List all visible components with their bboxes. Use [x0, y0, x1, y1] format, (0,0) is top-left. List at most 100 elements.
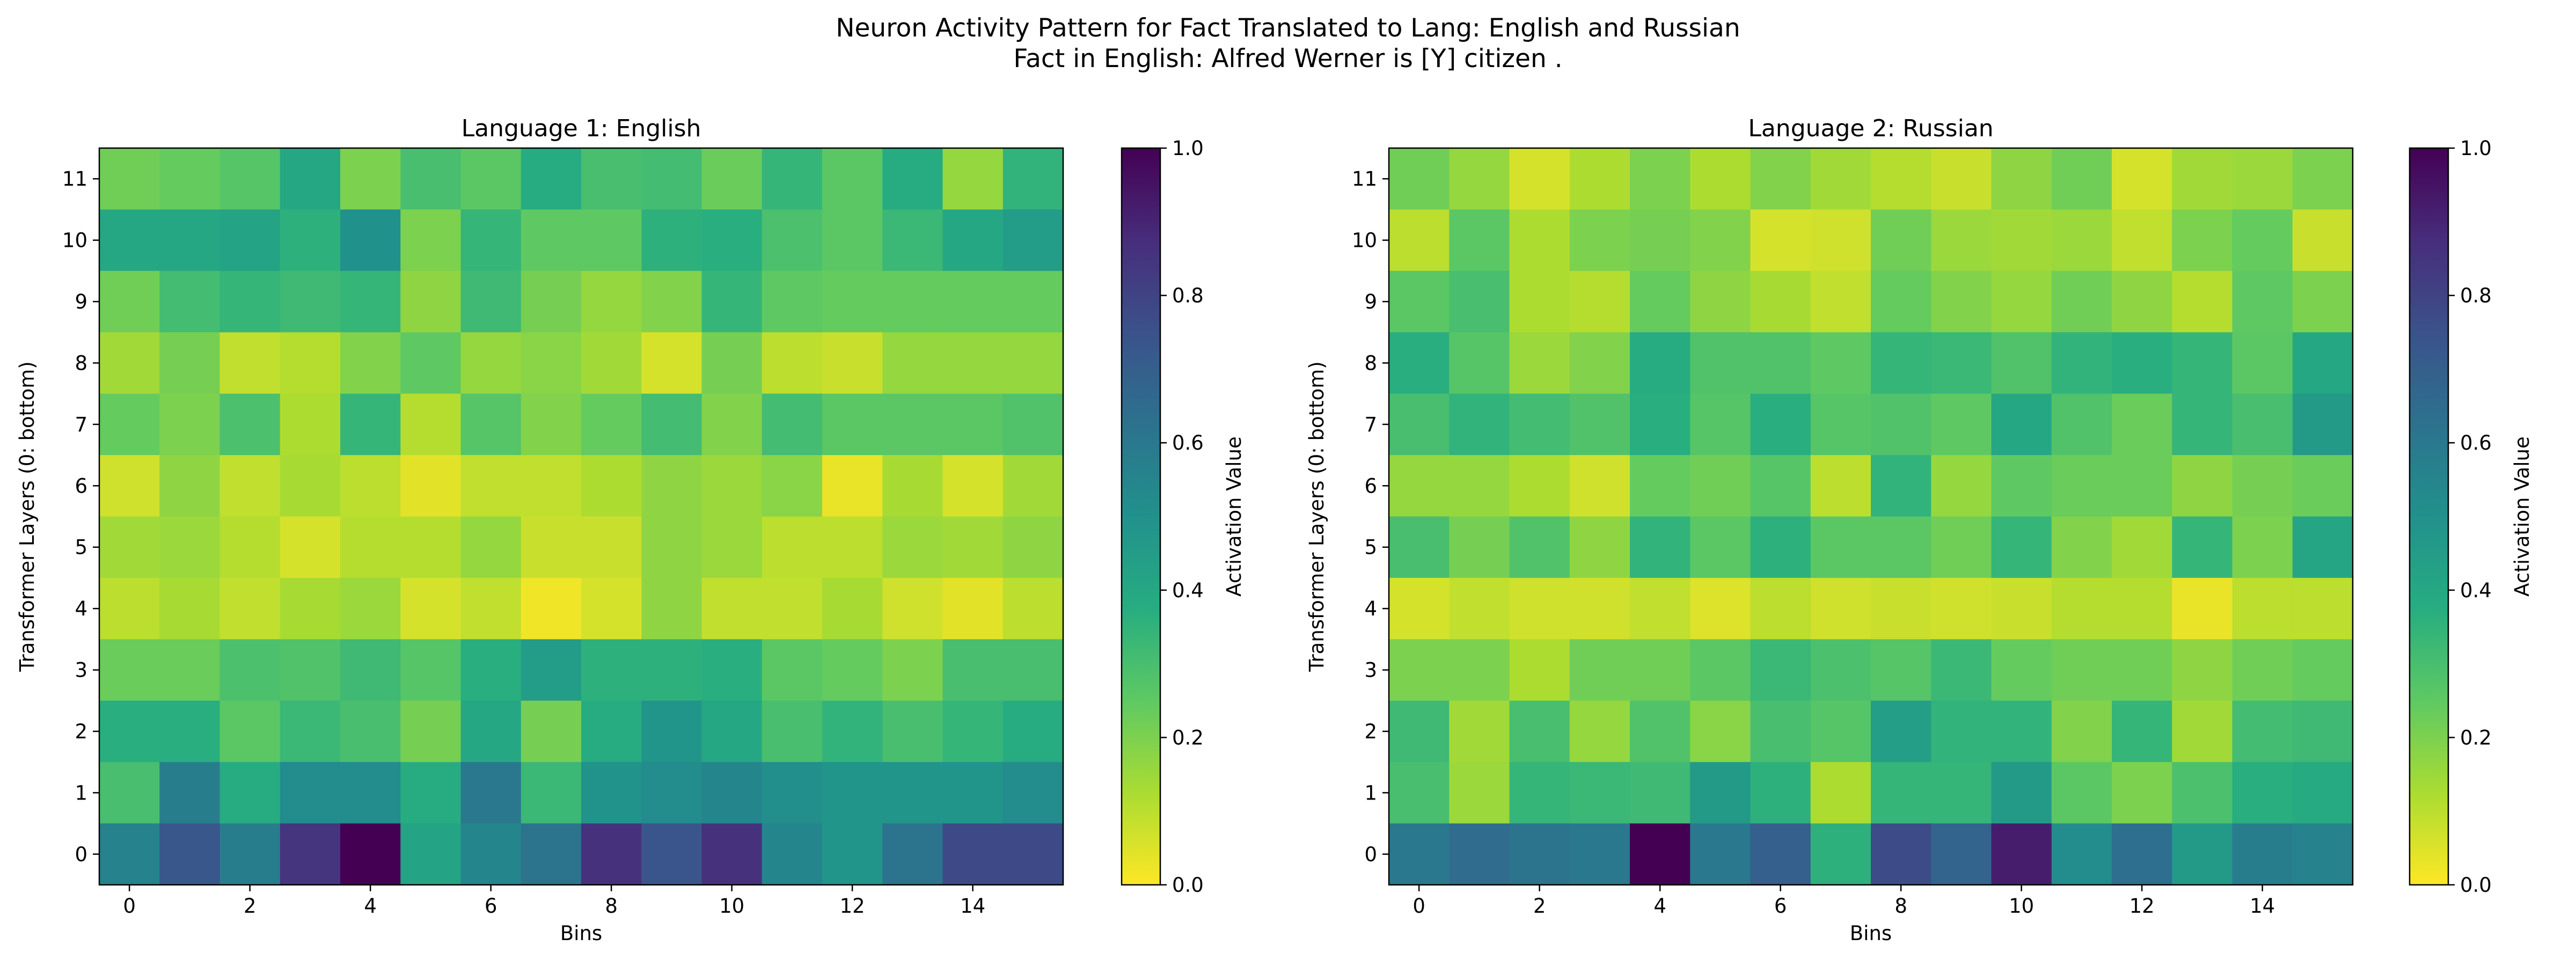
heatmap-cell — [280, 148, 341, 210]
heatmap-cell — [641, 823, 702, 885]
heatmap-cell — [400, 148, 462, 210]
heatmap-cell — [2112, 577, 2172, 640]
heatmap-cell — [1810, 639, 1871, 701]
heatmap-cell — [1991, 270, 2052, 333]
x-tick-label: 14 — [2250, 894, 2275, 918]
y-tick-label: 8 — [75, 351, 87, 375]
heatmap-cell — [2292, 209, 2353, 272]
heatmap-cell — [1449, 762, 1510, 824]
heatmap-cell — [1750, 455, 1811, 517]
heatmap-cell — [1871, 639, 1931, 701]
heatmap-cell — [1810, 823, 1871, 885]
heatmap-cell — [1509, 270, 1570, 333]
colorbar-tick-label: 0.2 — [2460, 726, 2492, 749]
heatmap-cell — [1931, 209, 1992, 272]
heatmap-cell — [1569, 393, 1630, 456]
heatmap-cell — [1690, 148, 1751, 210]
heatmap-cell — [1810, 270, 1871, 333]
y-tick-label: 0 — [75, 843, 87, 866]
heatmap-cell — [1810, 762, 1871, 824]
colorbar-tick-label: 0.8 — [2460, 284, 2492, 307]
heatmap-cell — [762, 455, 823, 517]
heatmap-cell — [99, 393, 160, 456]
heatmap-cell — [581, 148, 642, 210]
y-tick-label: 9 — [1364, 290, 1377, 313]
heatmap-cell — [1449, 148, 1510, 210]
heatmap-cell — [460, 209, 522, 272]
heatmap-cell — [641, 148, 702, 210]
heatmap-cell — [762, 332, 823, 394]
heatmap-cell — [1002, 270, 1064, 333]
heatmap-cell — [762, 700, 823, 762]
heatmap-cell — [1569, 577, 1630, 640]
y-tick-label: 2 — [75, 720, 87, 743]
heatmap-cell — [521, 393, 582, 456]
heatmap-cell — [1569, 516, 1630, 578]
heatmap-cell — [1750, 332, 1811, 394]
y-tick-label: 1 — [75, 781, 87, 804]
heatmap-cell — [1750, 762, 1811, 824]
heatmap-cell — [762, 148, 823, 210]
x-tick-label: 4 — [364, 894, 377, 918]
heatmap-cell — [99, 209, 160, 272]
heatmap-cell — [1569, 700, 1630, 762]
heatmap-cell — [1931, 639, 1992, 701]
heatmap-cell — [1690, 393, 1751, 456]
heatmap-cell — [1931, 577, 1992, 640]
heatmap-cell — [1690, 639, 1751, 701]
heatmap-cell — [521, 148, 582, 210]
heatmap-cell — [2112, 148, 2172, 210]
heatmap-cell — [2051, 639, 2112, 701]
heatmap-cell — [1931, 393, 1992, 456]
heatmap-cell — [219, 270, 281, 333]
heatmap-cell — [1002, 332, 1064, 394]
heatmap-cell — [1569, 332, 1630, 394]
heatmap-cell — [942, 209, 1004, 272]
heatmap-cell — [1871, 455, 1931, 517]
heatmap-cell — [340, 639, 401, 701]
heatmap-cell — [822, 823, 883, 885]
heatmap-cell — [1810, 393, 1871, 456]
heatmap-cell — [1810, 577, 1871, 640]
heatmap-cell — [1002, 762, 1064, 824]
y-tick-label: 9 — [75, 290, 87, 313]
colorbar-tick-label: 0.8 — [1172, 284, 1204, 307]
heatmap-cell — [2051, 762, 2112, 824]
heatmap-cell — [2172, 455, 2233, 517]
heatmap-cell — [1991, 148, 2052, 210]
heatmap-cell — [2232, 393, 2293, 456]
heatmap-cell — [762, 209, 823, 272]
y-tick-label: 7 — [1364, 413, 1377, 436]
heatmap-cell — [1630, 455, 1690, 517]
heatmap-cell — [340, 823, 401, 885]
heatmap-cell — [1002, 455, 1064, 517]
heatmap-cell — [400, 332, 462, 394]
heatmap-cell — [219, 823, 281, 885]
heatmap-cell — [99, 639, 160, 701]
heatmap-cell — [1931, 700, 1992, 762]
heatmap-cell — [159, 516, 221, 578]
x-axis-label: Bins — [560, 922, 602, 945]
heatmap-cell — [1630, 393, 1690, 456]
heatmap-cell — [219, 639, 281, 701]
y-tick-label: 7 — [75, 413, 87, 436]
heatmap-cell — [822, 455, 883, 517]
heatmap-cell — [99, 516, 160, 578]
heatmap-cell — [762, 516, 823, 578]
heatmap-cell — [400, 762, 462, 824]
heatmap-cell — [641, 270, 702, 333]
heatmap-cell — [1449, 700, 1510, 762]
heatmap-cell — [159, 393, 221, 456]
heatmap-cell — [882, 577, 943, 640]
x-tick-label: 2 — [1533, 894, 1546, 918]
colorbar-tick-label: 0.6 — [2460, 431, 2492, 454]
heatmap-cell — [521, 332, 582, 394]
heatmap-cell — [822, 332, 883, 394]
heatmap-cell — [521, 700, 582, 762]
heatmap-cell — [521, 823, 582, 885]
heatmap-cell — [1991, 639, 2052, 701]
heatmap-cell — [99, 577, 160, 640]
y-tick-label: 2 — [1364, 720, 1377, 743]
y-tick-label: 3 — [1364, 659, 1377, 682]
heatmap-cell — [1871, 823, 1931, 885]
